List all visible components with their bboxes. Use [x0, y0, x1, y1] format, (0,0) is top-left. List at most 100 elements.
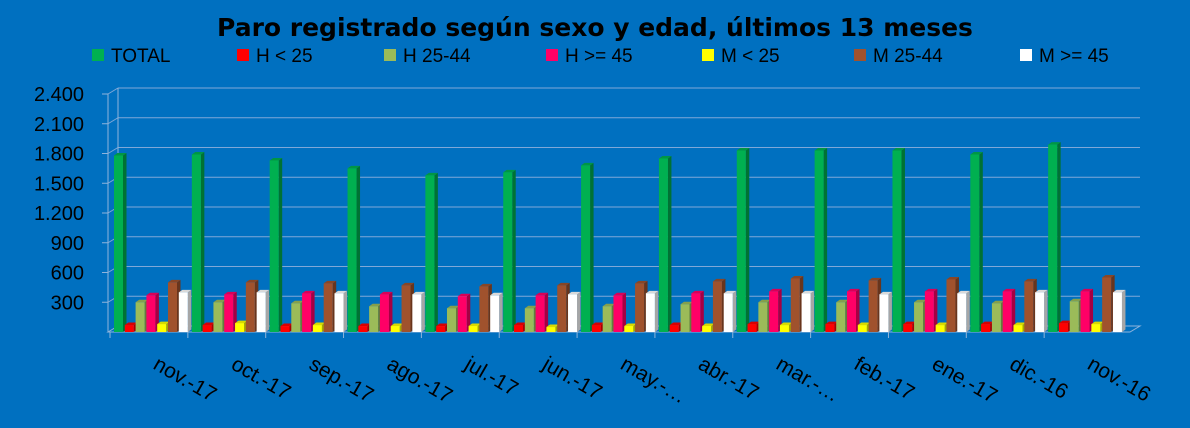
- bar-top: [957, 290, 970, 294]
- bar-front: [1048, 144, 1058, 332]
- bar-M 25-44-nov.-16: [1102, 274, 1115, 332]
- bar-front: [568, 294, 578, 332]
- bar-front: [613, 295, 623, 332]
- bar-M >= 45-ene.-17: [957, 290, 970, 332]
- bar-front: [892, 150, 902, 332]
- x-tick-label: ene.-17: [928, 352, 1001, 408]
- legend-item-2: H 25-44: [384, 46, 471, 67]
- bar-top: [981, 321, 994, 325]
- bar-front: [602, 306, 612, 332]
- bar-front: [323, 283, 333, 332]
- bar-front: [412, 294, 422, 332]
- bar-H >= 45-ene.-17: [924, 288, 938, 332]
- x-tick-label: feb.-17: [850, 352, 918, 405]
- bar-front: [779, 325, 789, 332]
- bar-TOTAL-abr.-17: [658, 155, 672, 332]
- bar-top: [135, 299, 149, 303]
- bar-side: [966, 290, 970, 332]
- bar-front: [645, 293, 655, 332]
- x-tick-label: dic.-16: [1006, 352, 1072, 403]
- bar-front: [135, 302, 145, 332]
- bar-side: [1057, 142, 1061, 332]
- bar-top: [224, 291, 237, 295]
- bar-top: [312, 322, 326, 326]
- bar-front: [425, 175, 435, 332]
- bar-side: [622, 292, 626, 332]
- bar-top: [557, 282, 570, 286]
- legend-swatch: [384, 49, 396, 61]
- bar-front: [1024, 281, 1034, 332]
- bar-M 25-44-feb.-17: [868, 277, 882, 332]
- bar-H 25-44-oct.-17: [213, 299, 226, 332]
- bar-top: [680, 301, 694, 305]
- legend-swatch: [854, 49, 866, 61]
- gridline-depth: [107, 147, 119, 154]
- bar-M >= 45-ago.-17: [412, 291, 425, 332]
- bar-side: [810, 290, 815, 332]
- bar-top: [747, 321, 761, 325]
- bar-H >= 45-abr.-17: [691, 290, 704, 332]
- bar-top: [379, 291, 393, 295]
- bar-M < 25-may.-…: [624, 323, 637, 332]
- bar-side: [979, 151, 983, 332]
- bar-M >= 45-feb.-17: [879, 291, 892, 332]
- bar-front: [1069, 301, 1079, 332]
- bar-side: [421, 291, 425, 332]
- y-tick-label: 300: [51, 292, 84, 314]
- bar-side: [278, 157, 283, 332]
- bar-TOTAL-sep.-17: [269, 157, 283, 332]
- bar-side: [1011, 288, 1016, 332]
- bar-top: [457, 293, 471, 297]
- legend-item-6: M >= 45: [1020, 46, 1109, 67]
- bar-top: [390, 323, 404, 327]
- bar-side: [265, 289, 270, 332]
- bar-front: [624, 326, 634, 332]
- bar-H 25-44-nov.-16: [1069, 298, 1083, 332]
- bar-front: [546, 327, 556, 332]
- bar-front: [691, 293, 701, 332]
- bar-side: [200, 151, 205, 332]
- bar-M < 25-feb.-17: [857, 322, 871, 332]
- bar-front: [801, 293, 811, 332]
- bar-top: [1091, 321, 1104, 325]
- x-tick-label: jun.-17: [538, 352, 606, 405]
- bar-top: [914, 299, 927, 303]
- bar-H >= 45-jun.-17: [535, 292, 549, 332]
- bar-front: [457, 296, 467, 332]
- bar-front: [202, 325, 212, 332]
- bar-top: [591, 322, 605, 326]
- bar-H >= 45-may.-…: [613, 292, 626, 332]
- bar-top: [1024, 278, 1037, 282]
- bars: [114, 142, 1126, 332]
- bar-front: [514, 325, 524, 332]
- bar-M < 25-ago.-17: [390, 323, 404, 332]
- bar-H 25-44-nov.-17: [135, 299, 149, 332]
- bar-front: [191, 154, 201, 332]
- bar-front: [1058, 323, 1068, 332]
- bar-front: [935, 325, 945, 332]
- bar-M < 25-jul.-17: [468, 323, 482, 332]
- bar-top: [1048, 142, 1061, 145]
- bar-top: [302, 290, 315, 294]
- bar-side: [933, 288, 938, 332]
- bar-front: [847, 291, 857, 332]
- bar-top: [1112, 289, 1126, 293]
- legend-label: H >= 45: [565, 46, 633, 67]
- bar-front: [1091, 324, 1101, 332]
- bar-top: [924, 288, 938, 292]
- bar-front: [479, 286, 489, 332]
- bar-side: [732, 290, 737, 332]
- bar-side: [499, 292, 503, 332]
- y-tick-label: 600: [51, 263, 84, 285]
- bar-H >= 45-mar.-…: [769, 288, 782, 332]
- bar-front: [680, 304, 690, 332]
- bar-H >= 45-jul.-17: [457, 293, 471, 332]
- bar-front: [591, 325, 601, 332]
- legend-item-5: M 25-44: [854, 46, 943, 67]
- bar-M >= 45-mar.-…: [801, 290, 815, 332]
- bar-H < 25-dic.-16: [981, 321, 994, 332]
- bar-H >= 45-sep.-17: [302, 290, 315, 332]
- bar-front: [224, 294, 234, 332]
- x-tick-label: oct.-17: [227, 352, 294, 404]
